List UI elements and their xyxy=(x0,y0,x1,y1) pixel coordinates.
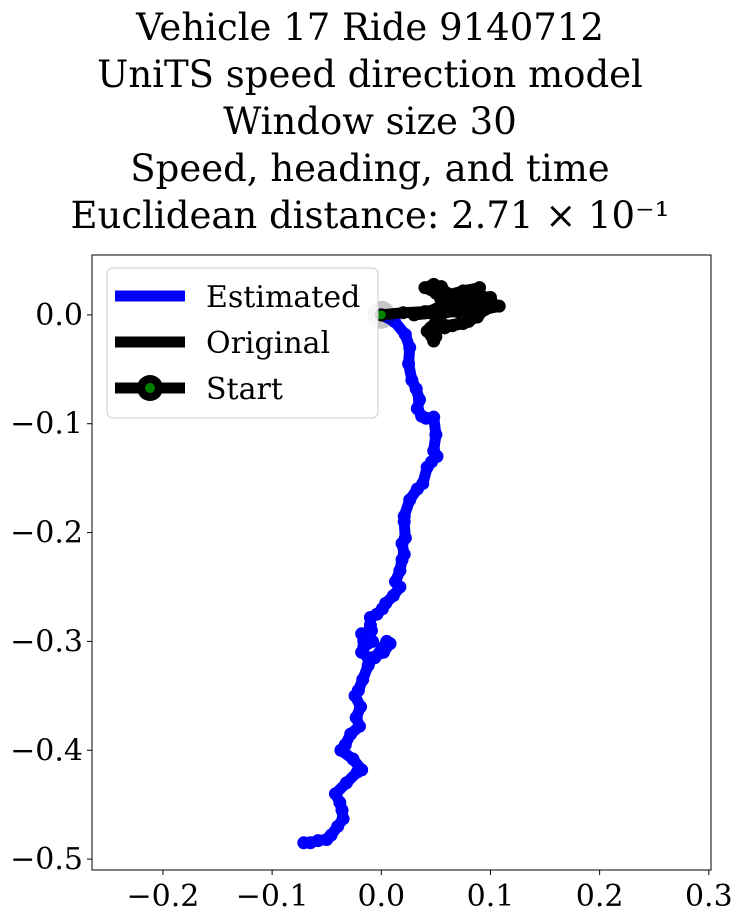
y-tick-label: −0.2 xyxy=(10,516,83,551)
legend-box xyxy=(106,267,379,419)
title-line-5: Euclidean distance: 2.71 × 10⁻¹ xyxy=(70,194,670,237)
data-point-estimated xyxy=(350,765,364,779)
x-tick-label: −0.2 xyxy=(127,879,200,914)
data-point-estimated xyxy=(348,689,362,703)
data-point-original xyxy=(488,299,502,313)
data-point-estimated xyxy=(395,553,409,567)
legend: Estimated Original Start xyxy=(106,267,379,419)
data-point-estimated xyxy=(397,515,411,529)
plot-area xyxy=(297,277,506,850)
x-tick-label: −0.1 xyxy=(236,879,309,914)
data-point-estimated xyxy=(297,836,311,850)
data-point-original xyxy=(418,306,432,320)
axes-frame xyxy=(91,254,712,871)
data-point-original xyxy=(473,281,487,295)
data-point-estimated xyxy=(410,482,424,496)
data-point-estimated xyxy=(393,564,407,578)
legend-start-dot xyxy=(145,383,155,393)
data-point-estimated xyxy=(395,536,409,550)
legend-label-start: Start xyxy=(206,372,283,407)
data-point-original xyxy=(407,308,421,322)
x-tick-label: 0.0 xyxy=(357,879,405,914)
data-point-original xyxy=(440,305,454,319)
x-axis: −0.2 −0.1 0.0 0.1 0.2 0.3 xyxy=(127,870,733,914)
data-point-estimated xyxy=(364,624,378,638)
data-point-estimated xyxy=(398,327,412,341)
chart-title: Vehicle 17 Ride 9140712 UniTS speed dire… xyxy=(0,0,740,239)
title-line-3: Window size 30 xyxy=(223,100,517,143)
y-axis: 0.0 −0.1 −0.2 −0.3 −0.4 −0.5 xyxy=(10,298,92,877)
data-point-estimated xyxy=(344,727,358,741)
data-point-estimated xyxy=(403,493,417,507)
data-point-estimated xyxy=(339,776,353,790)
title-line-2: UniTS speed direction model xyxy=(97,53,643,96)
data-point-estimated xyxy=(361,658,375,672)
plot-border xyxy=(91,254,712,871)
y-tick-label: −0.4 xyxy=(10,733,83,768)
data-point-estimated xyxy=(420,460,434,474)
data-point-estimated xyxy=(429,428,443,442)
data-point-original xyxy=(429,306,443,320)
data-point-estimated xyxy=(354,700,368,714)
data-point-estimated xyxy=(402,357,416,371)
data-point-estimated xyxy=(352,719,366,733)
data-point-estimated xyxy=(356,673,370,687)
y-tick-label: −0.3 xyxy=(10,624,83,659)
data-point-estimated xyxy=(346,752,360,766)
data-point-estimated xyxy=(409,382,423,396)
data-point-estimated xyxy=(403,341,417,355)
data-point-original xyxy=(442,295,456,309)
x-tick-label: 0.1 xyxy=(467,879,515,914)
data-point-original xyxy=(396,306,410,320)
data-point-original xyxy=(420,324,434,338)
data-point-original xyxy=(473,304,487,318)
legend-label-original: Original xyxy=(206,326,330,361)
data-point-original xyxy=(427,334,441,348)
data-point-estimated xyxy=(376,645,390,659)
x-tick-label: 0.2 xyxy=(576,879,624,914)
y-tick-label: −0.5 xyxy=(10,842,83,877)
legend-label-estimated: Estimated xyxy=(206,280,360,315)
data-point-original xyxy=(456,286,470,300)
y-tick-label: −0.1 xyxy=(10,407,83,442)
title-line-4: Speed, heading, and time xyxy=(130,147,610,190)
data-point-estimated xyxy=(427,410,441,424)
x-tick-label: 0.3 xyxy=(685,879,733,914)
title-line-1: Vehicle 17 Ride 9140712 xyxy=(136,6,604,49)
y-tick-label: 0.0 xyxy=(35,298,83,333)
data-point-original xyxy=(456,317,470,331)
data-point-original xyxy=(429,284,443,298)
data-point-estimated xyxy=(334,743,348,757)
data-point-original xyxy=(451,305,465,319)
start-marker-dot xyxy=(376,310,386,320)
